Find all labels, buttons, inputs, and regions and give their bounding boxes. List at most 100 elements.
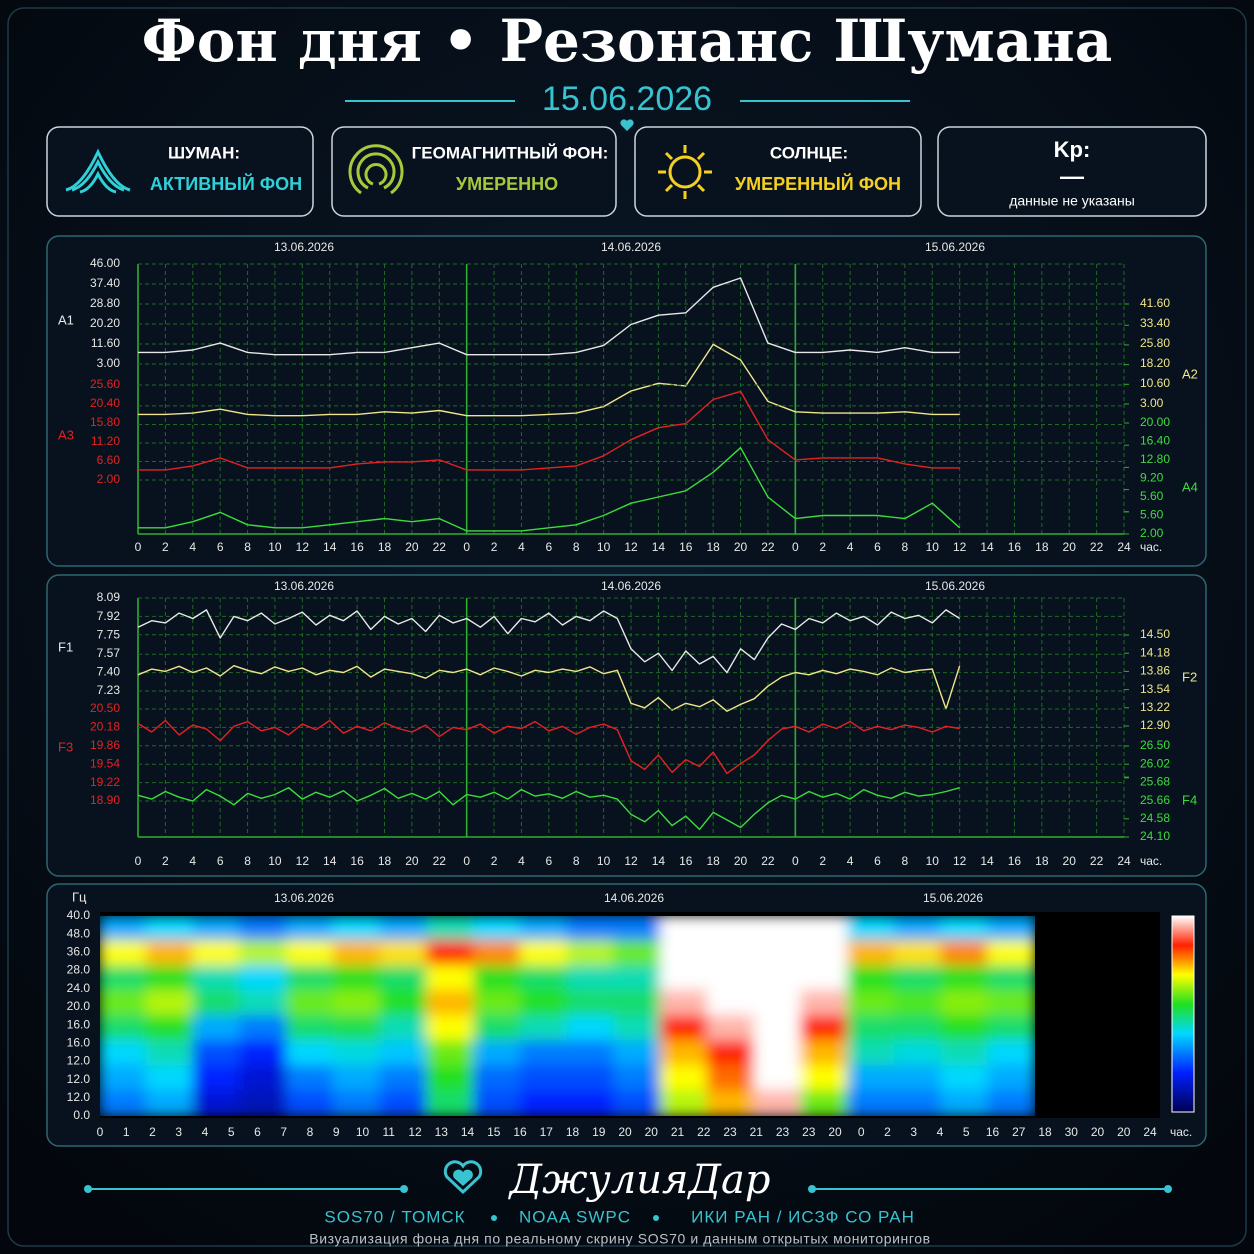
x-tick-label: 16 [350, 540, 364, 554]
heat-cell [286, 1040, 335, 1067]
day-label: 15.06.2026 [925, 579, 985, 593]
y-tick-label: 41.60 [1140, 296, 1170, 310]
heat-cell [145, 990, 195, 1017]
heat-cell [613, 940, 662, 967]
y-tick-label: 16.40 [1140, 434, 1170, 448]
x-tick-label: 23 [802, 1125, 816, 1139]
y-tick-label: 20.40 [90, 396, 120, 410]
x-tick-label: 12 [624, 854, 638, 868]
y-tick-label: 3.00 [1140, 396, 1164, 410]
series-name: F4 [1182, 792, 1197, 807]
heat-cell [706, 1015, 756, 1042]
footer: ДжулияДар SOS70 / ТОМСК NOAA SWPC ИКИ РА… [84, 1157, 1172, 1247]
heat-cell [987, 1015, 1035, 1042]
x-tick-label: 22 [1090, 540, 1104, 554]
x-tick-label: 14 [652, 854, 666, 868]
heat-cell [800, 1040, 849, 1067]
x-tick-label: 18 [378, 540, 392, 554]
card-value: УМЕРЕННЫЙ ФОН [735, 173, 901, 194]
y-tick-label: 24.58 [1140, 811, 1170, 825]
y-tick-label: 14.50 [1140, 627, 1170, 641]
dot [653, 1215, 659, 1221]
heat-cell [100, 965, 148, 992]
heat-cell [239, 1065, 288, 1092]
dot [1164, 1185, 1172, 1193]
y-tick-label: 13.54 [1140, 682, 1170, 696]
x-tick-label: 12 [296, 854, 310, 868]
x-tick-label: 30 [1065, 1125, 1079, 1139]
y-tick-label: 20.18 [90, 720, 120, 734]
heat-cell [192, 990, 242, 1017]
x-tick-label: 18 [378, 854, 392, 868]
heat-cell [753, 990, 803, 1017]
y-tick-label: 26.50 [1140, 738, 1170, 752]
dot [84, 1185, 92, 1193]
x-tick-label: 14 [980, 854, 994, 868]
heat-cell [753, 1065, 803, 1092]
heat-cell [893, 1065, 943, 1092]
y-tick-label: 7.57 [97, 646, 121, 660]
series-line [138, 343, 960, 417]
heat-cell [940, 965, 990, 992]
x-tick-label: 18 [706, 854, 720, 868]
y-tick-label: 15.80 [90, 415, 120, 429]
heat-cell [987, 990, 1035, 1017]
series-line [137, 787, 960, 831]
heat-cell [519, 1090, 569, 1116]
heat-cell [940, 990, 990, 1017]
y-tick-label: 18.20 [1140, 356, 1170, 370]
heat-cell [332, 965, 382, 992]
y-tick-label: 12.80 [1140, 452, 1170, 466]
y-tick-label: 37.40 [90, 276, 120, 290]
x-tick-label: 16 [350, 854, 364, 868]
x-tick-label: 6 [545, 854, 552, 868]
heat-cell [847, 965, 896, 992]
heat-cell [519, 1065, 569, 1092]
y-tick-label: 3.00 [97, 356, 121, 370]
series-line [138, 277, 960, 356]
y-tick-label: 7.92 [97, 609, 121, 623]
x-tick-label: 0 [463, 854, 470, 868]
heat-cell [332, 1015, 382, 1042]
heat-cell [753, 940, 803, 967]
heat-cell [145, 1015, 195, 1042]
x-tick-label: 5 [228, 1125, 235, 1139]
heat-cell [239, 990, 288, 1017]
y-tick-label: 11.20 [91, 434, 120, 448]
series-line [138, 390, 960, 471]
x-tick-label: 14 [652, 540, 666, 554]
heat-cell [613, 1065, 662, 1092]
heat-cell [800, 1015, 849, 1042]
brand: ДжулияДар [508, 1157, 771, 1203]
y-tick-label: 2.00 [1140, 526, 1164, 540]
day-label: 13.06.2026 [274, 240, 334, 254]
heat-cell [519, 990, 569, 1017]
heat-cell [893, 965, 943, 992]
x-tick-label: 6 [874, 540, 881, 554]
y-tick-label: 19.54 [90, 756, 120, 770]
x-tick-label: 12 [624, 540, 638, 554]
heat-cell [379, 1015, 429, 1042]
heat-cell [566, 990, 616, 1017]
heat-cell [753, 916, 803, 942]
heat-cell [473, 940, 522, 967]
colorbar [1171, 915, 1195, 1113]
heat-cell [379, 1040, 429, 1067]
dot [491, 1215, 497, 1221]
heat-cell [706, 940, 756, 967]
heat-cell [987, 1065, 1035, 1092]
heat-cell [753, 1090, 803, 1116]
heat-cell [753, 1040, 803, 1067]
y-tick-label: 24.10 [1140, 829, 1170, 843]
source: NOAA SWPC [519, 1207, 631, 1226]
card-label: ШУМАН: [168, 143, 240, 162]
heat-cell [379, 916, 429, 942]
card-note: данные не указаны [1009, 193, 1135, 209]
x-unit: час. [1140, 540, 1162, 554]
y-tick-label: 24.0 [67, 981, 91, 995]
heat-cell [145, 965, 195, 992]
heat-cell [379, 965, 429, 992]
x-tick-label: 20 [734, 540, 748, 554]
heat-cell [145, 940, 195, 967]
heat-cell [613, 990, 662, 1017]
